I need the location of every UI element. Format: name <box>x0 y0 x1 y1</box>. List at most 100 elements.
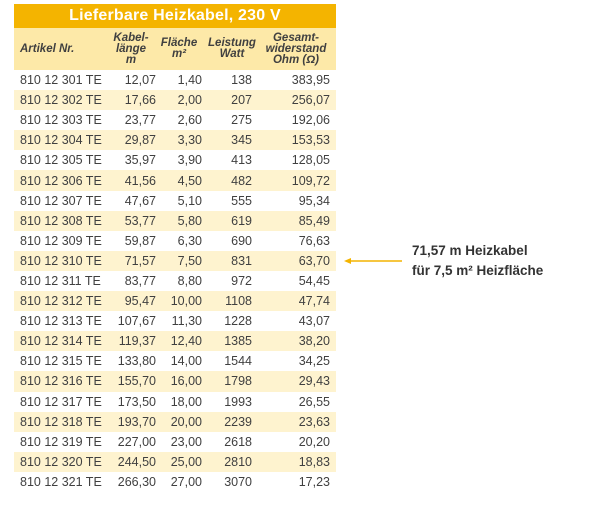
cell-cable-length: 227,00 <box>117 434 156 449</box>
table-row: 810 12 302 TE 17,66 2,00 207 256,07 <box>14 90 336 111</box>
table-row: 810 12 315 TE 133,80 14,00 1544 34,25 <box>14 351 336 372</box>
cell-article-number: 810 12 312 TE <box>20 294 102 309</box>
cell-area: 2,60 <box>177 113 202 128</box>
cell-article-number: 810 12 318 TE <box>20 414 102 429</box>
cell-cable-length: 29,87 <box>124 133 156 148</box>
cell-area: 12,40 <box>170 334 202 349</box>
table-row: 810 12 320 TE 244,50 25,00 2810 18,83 <box>14 451 336 472</box>
cell-power: 555 <box>231 193 252 208</box>
cell-resistance: 128,05 <box>291 153 330 168</box>
cell-cable-length: 95,47 <box>124 294 156 309</box>
cell-resistance: 29,43 <box>298 374 330 389</box>
cell-cable-length: 53,77 <box>124 213 156 228</box>
cell-article-number: 810 12 304 TE <box>20 133 102 148</box>
cell-resistance: 18,83 <box>298 454 330 469</box>
table-row: 810 12 305 TE 35,97 3,90 413 128,05 <box>14 150 336 171</box>
cell-power: 138 <box>231 73 252 88</box>
cell-area: 11,30 <box>171 314 202 329</box>
table-row: 810 12 317 TE 173,50 18,00 1993 26,55 <box>14 391 336 412</box>
header-length: Kabel- länge m <box>113 31 149 66</box>
cell-article-number: 810 12 313 TE <box>20 314 102 329</box>
callout-line-2: für 7,5 m² Heizfläche <box>412 263 544 278</box>
cell-cable-length: 12,07 <box>124 73 156 88</box>
table-row: 810 12 306 TE 41,56 4,50 482 109,72 <box>14 170 336 191</box>
cell-article-number: 810 12 321 TE <box>20 474 102 489</box>
cell-area: 16,00 <box>170 374 202 389</box>
cell-article-number: 810 12 303 TE <box>20 113 102 128</box>
cell-area: 10,00 <box>170 294 202 309</box>
header-power: Leistung Watt <box>208 37 256 60</box>
cell-power: 831 <box>231 253 252 268</box>
cell-cable-length: 107,67 <box>117 314 156 329</box>
cell-area: 3,30 <box>177 133 202 148</box>
cell-article-number: 810 12 317 TE <box>20 394 102 409</box>
table-row: 810 12 307 TE 47,67 5,10 555 95,34 <box>14 190 336 211</box>
cell-resistance: 34,25 <box>298 354 330 369</box>
cell-resistance: 47,74 <box>298 294 330 309</box>
cell-power: 1385 <box>224 334 252 349</box>
callout-text: 71,57 m Heizkabel für 7,5 m² Heizfläche <box>412 241 543 281</box>
header-article: Artikel Nr. <box>20 42 75 55</box>
cell-resistance: 76,63 <box>298 233 330 248</box>
cell-cable-length: 244,50 <box>117 454 156 469</box>
cell-article-number: 810 12 310 TE <box>20 253 102 268</box>
cell-cable-length: 119,37 <box>118 334 156 349</box>
cell-resistance: 23,63 <box>298 414 330 429</box>
cell-resistance: 256,07 <box>291 93 330 108</box>
cell-article-number: 810 12 319 TE <box>20 434 102 449</box>
cell-power: 1228 <box>224 314 252 329</box>
cell-resistance: 153,53 <box>291 133 330 148</box>
cell-resistance: 95,34 <box>298 193 330 208</box>
cell-power: 690 <box>231 233 252 248</box>
cell-resistance: 109,72 <box>291 173 330 188</box>
cell-resistance: 63,70 <box>298 253 330 268</box>
cell-article-number: 810 12 314 TE <box>20 334 102 349</box>
table-row: 810 12 304 TE 29,87 3,30 345 153,53 <box>14 130 336 151</box>
cell-article-number: 810 12 316 TE <box>20 374 102 389</box>
cell-article-number: 810 12 301 TE <box>20 73 102 88</box>
table-row: 810 12 311 TE 83,77 8,80 972 54,45 <box>14 270 336 292</box>
cell-resistance: 20,20 <box>298 434 330 449</box>
cell-resistance: 192,06 <box>291 113 330 128</box>
table-row: 810 12 303 TE 23,77 2,60 275 192,06 <box>14 110 336 131</box>
cell-cable-length: 173,50 <box>117 394 156 409</box>
cell-area: 3,90 <box>177 153 202 168</box>
table-header: Artikel Nr. Kabel- länge m Fläche m² Lei… <box>14 28 336 70</box>
table-row: 810 12 314 TE 119,37 12,40 1385 38,20 <box>14 331 336 352</box>
arrow-left-icon <box>344 254 402 268</box>
cell-area: 4,50 <box>177 173 202 188</box>
cell-cable-length: 59,87 <box>124 233 156 248</box>
cell-cable-length: 17,66 <box>124 93 156 108</box>
cell-area: 23,00 <box>170 434 202 449</box>
table-row: 810 12 301 TE 12,07 1,40 138 383,95 <box>14 70 336 91</box>
callout-line-1: 71,57 m Heizkabel <box>412 243 528 258</box>
table-row: 810 12 313 TE 107,67 11,30 1228 43,07 <box>14 311 336 332</box>
cell-area: 5,80 <box>177 213 202 228</box>
cell-area: 8,80 <box>177 273 202 288</box>
table-row: 810 12 321 TE 266,30 27,00 3070 17,23 <box>14 471 336 492</box>
table-row: 810 12 312 TE 95,47 10,00 1108 47,74 <box>14 291 336 312</box>
cell-cable-length: 41,56 <box>124 173 156 188</box>
cell-power: 3070 <box>224 474 252 489</box>
cell-cable-length: 193,70 <box>117 414 156 429</box>
cell-article-number: 810 12 305 TE <box>20 153 102 168</box>
cell-area: 1,40 <box>177 73 202 88</box>
table-body: 810 12 301 TE 12,07 1,40 138 383,95 810 12 30… <box>14 70 336 492</box>
cell-cable-length: 23,77 <box>124 113 156 128</box>
cell-area: 18,00 <box>170 394 202 409</box>
cell-power: 1108 <box>225 294 252 309</box>
table-row: 810 12 316 TE 155,70 16,00 1798 29,43 <box>14 371 336 392</box>
cell-resistance: 38,20 <box>298 334 330 349</box>
cell-cable-length: 35,97 <box>124 153 156 168</box>
cell-resistance: 54,45 <box>298 273 330 288</box>
cell-power: 619 <box>231 213 252 228</box>
cell-power: 1798 <box>224 374 252 389</box>
cell-article-number: 810 12 309 TE <box>20 233 102 248</box>
table-row: 810 12 308 TE 53,77 5,80 619 85,49 <box>14 210 336 231</box>
header-area: Fläche m² <box>160 37 198 60</box>
cell-power: 2239 <box>224 414 252 429</box>
cell-power: 482 <box>231 173 252 188</box>
callout: 71,57 m Heizkabel für 7,5 m² Heizfläche <box>344 241 543 281</box>
cell-article-number: 810 12 306 TE <box>20 173 102 188</box>
cell-area: 7,50 <box>177 253 202 268</box>
